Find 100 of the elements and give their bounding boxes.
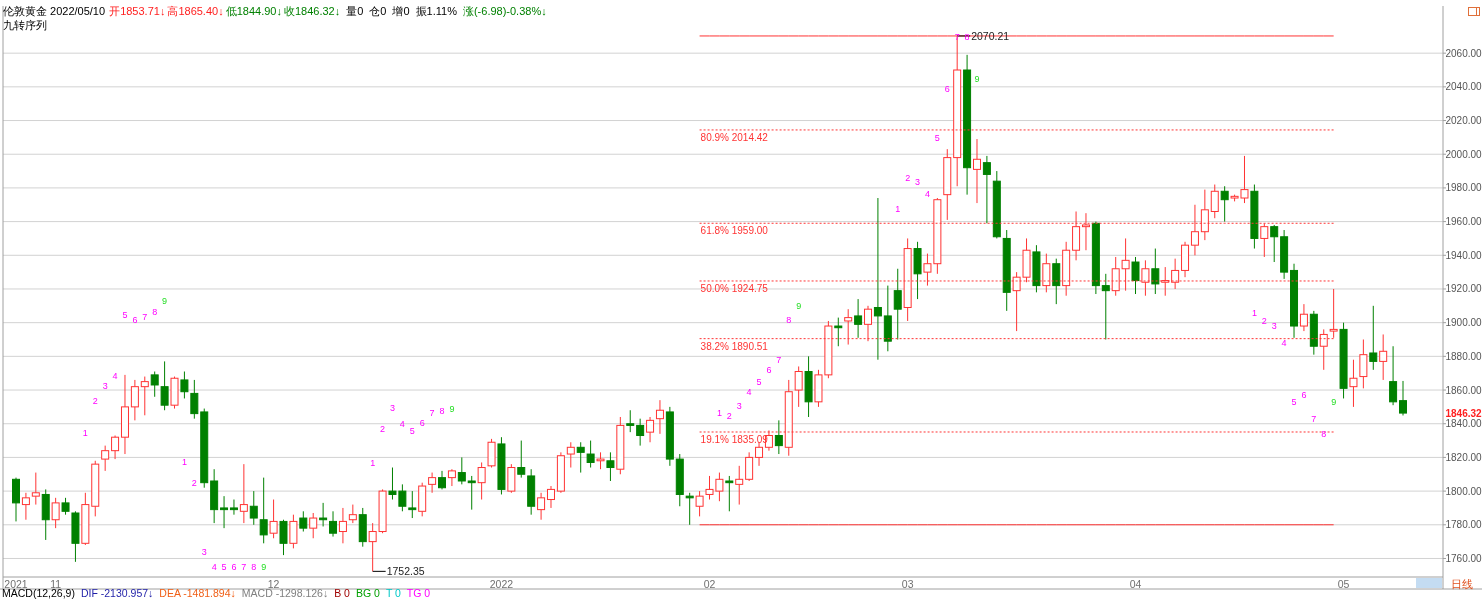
annotation: 6 xyxy=(231,562,237,572)
y-tick-label: 2040.00 xyxy=(1445,81,1482,93)
y-tick-label: 2000.00 xyxy=(1445,148,1482,160)
annotation: 开1853.71↓ xyxy=(109,5,166,17)
annotation: 5 xyxy=(1291,396,1297,407)
series-label: 80.9% 2014.42 xyxy=(700,131,769,143)
x-tick-label: 11 xyxy=(50,577,62,590)
y-tick-label: 1860.00 xyxy=(1445,384,1482,396)
annotation: 7 xyxy=(241,562,247,572)
annotation: 2070.21 xyxy=(971,29,1010,42)
annotation: 4 xyxy=(924,188,930,199)
annotation: 8 xyxy=(964,32,970,42)
x-tick-label: 02 xyxy=(703,577,716,590)
x-tick-label: 03 xyxy=(901,577,914,590)
annotation: 3 xyxy=(201,546,207,557)
x-tick-label: 04 xyxy=(1129,577,1142,590)
y-tick-label: 1820.00 xyxy=(1445,451,1482,463)
annotation: 涨(-6.98)-0.38%↓ xyxy=(462,5,547,17)
annotation: 2 xyxy=(905,173,911,184)
annotation: 5 xyxy=(756,377,762,388)
annotation: 9 xyxy=(162,296,168,307)
annotation: 高1865.40↓ xyxy=(167,5,224,17)
chart-title: 伦敦黄金 2022/05/10 xyxy=(3,5,106,17)
annotation: 8 xyxy=(1321,428,1327,439)
annotation: 1 xyxy=(370,458,376,469)
y-tick-label: 1760.00 xyxy=(1445,552,1482,564)
annotation: 6 xyxy=(766,365,772,376)
text: 日线 xyxy=(1451,577,1473,590)
text: MACD -1298.126↓ xyxy=(241,587,329,599)
y-tick-label: 1940.00 xyxy=(1445,249,1482,261)
annotation: 2 xyxy=(1261,315,1267,326)
annotation: 4 xyxy=(1281,337,1287,348)
annotation: 5 xyxy=(122,309,128,320)
annotation: 4 xyxy=(746,387,752,398)
annotation: 2 xyxy=(191,477,197,488)
annotation: 6 xyxy=(132,314,138,325)
annotation: 8 xyxy=(439,405,445,416)
annotation: 2 xyxy=(726,410,732,421)
annotation: 4 xyxy=(399,419,405,430)
y-tick-label: 1780.00 xyxy=(1445,519,1482,531)
annotation: 1 xyxy=(82,427,88,438)
series-label: 50.0% 1924.75 xyxy=(700,282,769,294)
text: 1846.32 xyxy=(1445,407,1482,419)
annotation: 9 xyxy=(974,74,980,85)
annotation: 8 xyxy=(152,306,158,317)
y-tick-label: 1880.00 xyxy=(1445,350,1482,362)
annotation: 4 xyxy=(211,562,217,572)
annotation: 1 xyxy=(181,457,187,468)
annotation: 7 xyxy=(776,355,782,366)
annotation: 仓0 xyxy=(369,5,387,17)
y-tick-label: 1800.00 xyxy=(1445,485,1482,497)
annotation: 2 xyxy=(380,424,386,435)
y-tick-label: 1980.00 xyxy=(1445,182,1482,194)
annotation: 1 xyxy=(895,203,901,214)
annotation: 5 xyxy=(409,426,415,437)
annotation: 5 xyxy=(934,133,940,144)
text: B 0 xyxy=(334,587,351,599)
annotation: 9 xyxy=(449,404,455,415)
annotation: 9 xyxy=(1331,396,1337,407)
y-tick-label: 1960.00 xyxy=(1445,216,1482,228)
annotation: 1752.35 xyxy=(386,565,425,578)
x-tick-label: 2022 xyxy=(489,577,514,590)
annotation: 3 xyxy=(1271,321,1277,332)
annotation: 7 xyxy=(429,407,435,418)
annotation: 1 xyxy=(1251,307,1257,318)
text: T 0 xyxy=(385,587,402,599)
annotation: 3 xyxy=(389,402,395,413)
annotation: 2 xyxy=(92,395,98,406)
annotation: 8 xyxy=(251,562,257,572)
series-label: 61.8% 1959.00 xyxy=(700,225,769,237)
annotation: 5 xyxy=(221,562,227,572)
y-tick-label: 1900.00 xyxy=(1445,317,1482,329)
annotation: 量0 xyxy=(346,5,364,17)
annotation: 6 xyxy=(419,417,425,428)
text: MACD(12,26,9) xyxy=(2,587,75,599)
annotation: 6 xyxy=(1301,390,1307,401)
text: BG 0 xyxy=(355,587,381,599)
annotation: 3 xyxy=(102,380,108,391)
y-tick-label: 2060.00 xyxy=(1445,47,1482,59)
annotation: 低1844.90↓ xyxy=(225,5,282,17)
series-label: 38.2% 1890.51 xyxy=(700,340,769,352)
x-tick-label: 12 xyxy=(267,577,280,590)
text: DEA -1481.894↓ xyxy=(159,587,236,599)
annotation: 振1.11% xyxy=(415,5,458,17)
annotation: 7 xyxy=(1311,413,1317,424)
annotation: 6 xyxy=(944,84,950,95)
annotation: 增0 xyxy=(391,5,410,17)
annotation: 7 xyxy=(954,32,960,42)
x-tick-label: 2021 xyxy=(4,577,28,590)
annotation: 收1846.32↓ xyxy=(283,5,341,17)
y-tick-label: 1840.00 xyxy=(1445,418,1482,430)
annotation: 3 xyxy=(915,176,921,187)
y-tick-label: 2020.00 xyxy=(1445,115,1482,127)
x-tick-label: 05 xyxy=(1337,577,1350,590)
text: TG 0 xyxy=(406,587,431,599)
annotation: 3 xyxy=(736,400,742,411)
annotation: 1 xyxy=(716,407,722,418)
annotation: 9 xyxy=(261,562,267,572)
y-tick-label: 1920.00 xyxy=(1445,283,1482,295)
annotation: 9 xyxy=(796,301,802,312)
